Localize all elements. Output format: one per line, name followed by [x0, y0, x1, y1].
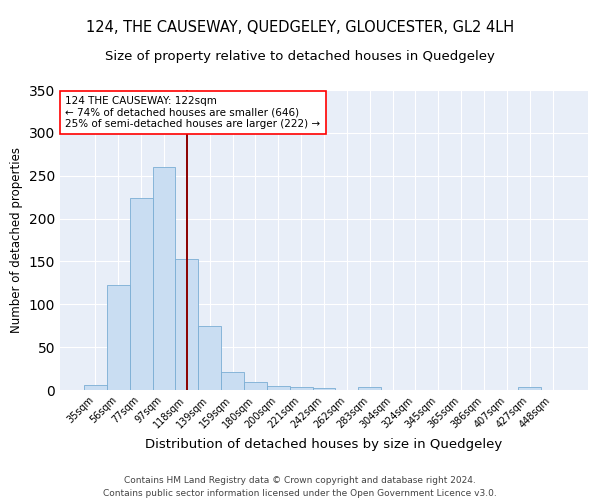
Bar — [84, 385, 107, 390]
Text: Contains public sector information licensed under the Open Government Licence v3: Contains public sector information licen… — [103, 488, 497, 498]
Bar — [313, 388, 335, 390]
Bar — [267, 386, 290, 390]
Bar — [290, 388, 313, 390]
Text: Size of property relative to detached houses in Quedgeley: Size of property relative to detached ho… — [105, 50, 495, 63]
Bar — [358, 386, 381, 390]
Bar — [244, 382, 267, 390]
Text: 124 THE CAUSEWAY: 122sqm
← 74% of detached houses are smaller (646)
25% of semi-: 124 THE CAUSEWAY: 122sqm ← 74% of detach… — [65, 96, 320, 129]
Text: Contains HM Land Registry data © Crown copyright and database right 2024.: Contains HM Land Registry data © Crown c… — [124, 476, 476, 485]
Y-axis label: Number of detached properties: Number of detached properties — [10, 147, 23, 333]
Bar — [198, 326, 221, 390]
Bar — [107, 286, 130, 390]
Bar — [175, 259, 198, 390]
Text: 124, THE CAUSEWAY, QUEDGELEY, GLOUCESTER, GL2 4LH: 124, THE CAUSEWAY, QUEDGELEY, GLOUCESTER… — [86, 20, 514, 35]
Bar — [130, 198, 152, 390]
Bar — [518, 388, 541, 390]
X-axis label: Distribution of detached houses by size in Quedgeley: Distribution of detached houses by size … — [145, 438, 503, 451]
Bar — [152, 167, 175, 390]
Bar — [221, 372, 244, 390]
